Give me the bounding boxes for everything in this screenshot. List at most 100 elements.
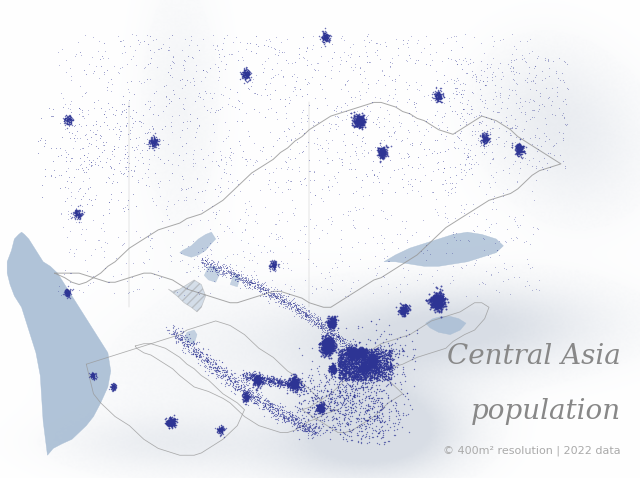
Point xyxy=(342,419,353,426)
Point xyxy=(373,370,383,378)
Point xyxy=(324,329,335,337)
Point xyxy=(273,216,284,224)
Point xyxy=(369,356,379,363)
Point xyxy=(352,386,362,394)
Point xyxy=(340,369,351,377)
Point xyxy=(346,354,356,362)
Point xyxy=(289,379,300,386)
Point xyxy=(356,349,366,357)
Point xyxy=(415,271,426,278)
Point xyxy=(514,144,524,152)
Point xyxy=(531,176,541,184)
Point xyxy=(296,114,307,121)
Point xyxy=(366,363,376,370)
Point xyxy=(399,310,409,317)
Point xyxy=(366,351,376,358)
Point xyxy=(359,118,369,126)
Point xyxy=(384,369,394,377)
Point xyxy=(451,179,461,187)
Point xyxy=(308,313,319,321)
Point xyxy=(64,129,74,136)
Point xyxy=(308,317,319,325)
Point xyxy=(295,407,305,414)
Point xyxy=(373,354,383,362)
Point xyxy=(321,343,331,350)
Point xyxy=(367,358,378,365)
Point xyxy=(223,268,234,275)
Point xyxy=(70,215,80,222)
Point xyxy=(320,335,330,343)
Point xyxy=(294,435,304,443)
Point xyxy=(356,438,366,446)
Point xyxy=(329,315,339,323)
Point xyxy=(357,364,367,372)
Point xyxy=(342,361,353,369)
Point xyxy=(365,354,376,362)
Point xyxy=(321,346,332,353)
Point xyxy=(315,406,325,414)
Point xyxy=(371,373,381,381)
Point xyxy=(372,365,383,373)
Point xyxy=(229,272,239,280)
Point xyxy=(191,61,201,68)
Point xyxy=(249,379,259,386)
Point xyxy=(344,342,355,350)
Point xyxy=(328,315,338,323)
Point xyxy=(490,100,500,108)
Point xyxy=(513,143,524,151)
Point xyxy=(215,425,225,433)
Point xyxy=(395,304,405,312)
Point xyxy=(353,116,363,123)
Point xyxy=(226,369,236,377)
Point xyxy=(300,390,310,397)
Point xyxy=(63,289,73,297)
Point xyxy=(344,357,354,364)
Point xyxy=(434,304,444,312)
Point xyxy=(208,41,218,49)
Point xyxy=(214,424,224,431)
Point xyxy=(214,368,224,375)
Point xyxy=(326,394,337,402)
Point xyxy=(353,377,363,384)
Point xyxy=(323,387,333,394)
Point xyxy=(233,271,243,278)
Point xyxy=(298,351,308,359)
Point xyxy=(512,142,522,150)
Point xyxy=(294,383,304,391)
Point xyxy=(253,380,264,388)
Point xyxy=(236,384,246,392)
Point xyxy=(346,348,356,355)
Point xyxy=(371,115,381,122)
Point xyxy=(353,123,364,130)
Point xyxy=(242,375,252,383)
Point xyxy=(369,171,380,178)
Point xyxy=(318,345,328,352)
Point xyxy=(323,346,333,354)
Point xyxy=(312,134,322,142)
Point xyxy=(371,358,381,366)
Point xyxy=(264,406,275,414)
Point xyxy=(435,293,445,301)
Point xyxy=(67,115,77,123)
Point xyxy=(326,370,337,378)
Text: © 400m² resolution | 2022 data: © 400m² resolution | 2022 data xyxy=(443,446,621,456)
Point xyxy=(322,34,332,42)
Point xyxy=(260,401,271,409)
Point xyxy=(364,360,374,368)
Point xyxy=(292,386,302,393)
Point xyxy=(289,382,299,390)
Point xyxy=(227,268,237,276)
Point xyxy=(376,348,386,356)
Point xyxy=(323,347,333,354)
Point xyxy=(109,165,119,173)
Point xyxy=(367,369,377,377)
Point xyxy=(377,364,387,371)
Point xyxy=(310,429,321,437)
Point xyxy=(324,343,334,350)
Point xyxy=(77,92,87,100)
Point xyxy=(354,113,364,120)
Point xyxy=(435,297,445,305)
Point xyxy=(188,338,198,346)
Point xyxy=(340,359,350,367)
Point xyxy=(365,376,376,384)
